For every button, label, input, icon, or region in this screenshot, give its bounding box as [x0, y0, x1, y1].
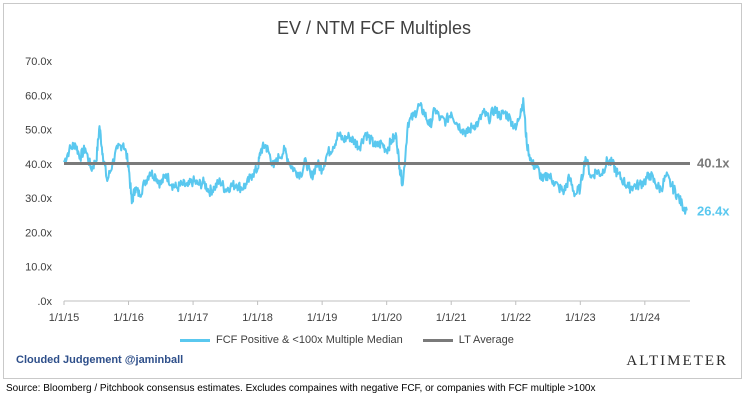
y-axis: 70.0x 60.0x 50.0x 40.0x 30.0x 20.0x 10.0x .0x: [25, 56, 52, 308]
legend: FCF Positive & <100x Multiple Median LT …: [180, 334, 526, 346]
x-tick-label: 1/1/20: [371, 312, 402, 324]
source-footnote: Source: Bloomberg / Pitchbook consensus …: [6, 383, 596, 394]
x-tick-label: 1/1/15: [49, 312, 80, 324]
y-tick-label: 60.0x: [25, 90, 52, 102]
y-tick-label: 30.0x: [25, 193, 52, 205]
legend-swatch-median: [180, 338, 210, 342]
watermark-text: Clouded Judgement @jaminball: [16, 354, 184, 366]
chart-frame: [3, 3, 742, 379]
x-tick-label: 1/1/19: [307, 312, 338, 324]
x-tick-label: 1/1/16: [113, 312, 144, 324]
end-label-lt-average: 40.1x: [697, 156, 730, 171]
x-axis: 1/1/15 1/1/16 1/1/17 1/1/18 1/1/19 1/1/20 1/1/…: [49, 300, 690, 324]
end-label-median: 26.4x: [697, 203, 730, 218]
x-tick-label: 1/1/17: [178, 312, 209, 324]
altimeter-logo: ALTIMETER: [626, 353, 728, 369]
plot-area: 40.1x 26.4x: [63, 97, 730, 218]
x-tick-label: 1/1/18: [242, 312, 273, 324]
x-tick-label: 1/1/24: [630, 312, 661, 324]
legend-item-median: FCF Positive & <100x Multiple Median: [180, 334, 403, 346]
x-tick-label: 1/1/22: [500, 312, 531, 324]
x-tick-label: 1/1/23: [565, 312, 596, 324]
legend-label-lt-average: LT Average: [458, 334, 514, 346]
y-tick-label: 40.0x: [25, 159, 52, 171]
y-tick-label: 20.0x: [25, 227, 52, 239]
legend-item-lt-average: LT Average: [422, 334, 514, 346]
y-tick-label: .0x: [37, 296, 52, 308]
legend-swatch-lt-average: [422, 338, 453, 342]
series-line-median: [63, 97, 688, 215]
y-tick-label: 50.0x: [25, 125, 52, 137]
y-tick-label: 70.0x: [25, 56, 52, 68]
x-tick-label: 1/1/21: [436, 312, 467, 324]
legend-label-median: FCF Positive & <100x Multiple Median: [216, 334, 403, 346]
chart-title: EV / NTM FCF Multiples: [276, 18, 472, 38]
y-tick-label: 10.0x: [25, 262, 52, 274]
